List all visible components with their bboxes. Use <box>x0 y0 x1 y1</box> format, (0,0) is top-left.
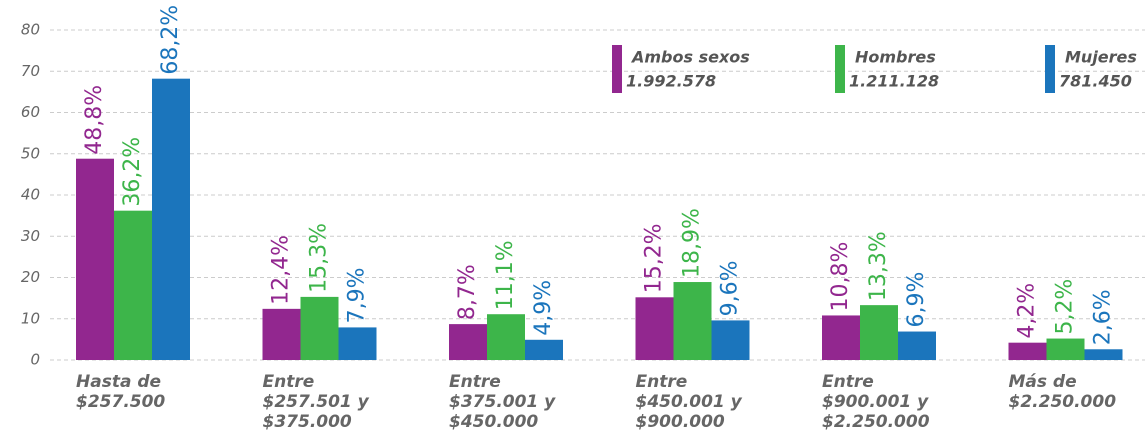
bar <box>898 331 936 360</box>
legend-total: 1.992.578 <box>626 72 716 91</box>
bar <box>338 327 377 360</box>
x-tick-line: $375.001 y <box>449 392 556 412</box>
x-tick-label: Entre $375.001 y $450.000 <box>449 372 556 432</box>
value-label: 13,3% <box>866 231 891 301</box>
bar <box>1008 342 1047 360</box>
y-tick-label: 80 <box>21 21 40 39</box>
value-label: 36,2% <box>120 137 145 207</box>
legend-total: 1.211.128 <box>849 72 939 91</box>
bar <box>673 282 712 360</box>
x-tick-line: Hasta de <box>76 372 161 392</box>
x-tick-label: Entre $900.001 y $2.250.000 <box>822 372 930 432</box>
x-tick-line: $2.250.000 <box>822 412 930 432</box>
value-label: 4,9% <box>531 280 556 336</box>
value-label: 11,1% <box>493 240 518 310</box>
bar <box>822 315 860 360</box>
x-tick-label: Hasta de $257.500 <box>76 372 165 412</box>
y-tick-label: 70 <box>21 62 40 80</box>
x-tick-line: Entre <box>263 372 315 392</box>
value-label: 9,6% <box>718 260 743 316</box>
value-label: 8,7% <box>455 264 480 320</box>
bar <box>635 297 674 360</box>
x-tick-line: $450.001 y <box>636 392 743 412</box>
y-tick-label: 50 <box>21 144 40 162</box>
bar <box>152 78 190 361</box>
x-tick-line: $257.500 <box>76 392 165 412</box>
x-tick-line: Entre <box>822 372 874 392</box>
y-tick-label: 40 <box>21 186 40 204</box>
bar <box>525 339 563 360</box>
x-tick-line: $375.000 <box>263 412 352 432</box>
y-tick-label: 20 <box>21 268 40 286</box>
value-label: 15,3% <box>307 223 332 293</box>
value-label: 48,8% <box>82 85 107 155</box>
x-tick-line: $450.000 <box>449 412 538 432</box>
value-label: 6,9% <box>904 272 929 328</box>
value-label: 12,4% <box>269 235 294 305</box>
x-tick-label: Más de $2.250.000 <box>1009 372 1117 412</box>
bar <box>114 210 152 360</box>
legend-total: 781.450 <box>1059 72 1132 91</box>
legend-swatch <box>612 45 622 93</box>
legend-label: Ambos sexos <box>630 48 750 67</box>
y-tick-label: 60 <box>21 103 40 121</box>
y-tick-label: 10 <box>21 309 40 327</box>
bar <box>449 324 487 360</box>
x-tick-line: $257.501 y <box>263 392 370 412</box>
x-tick-line: $2.250.000 <box>1009 392 1117 412</box>
value-label: 2,6% <box>1091 289 1116 345</box>
value-label: 68,2% <box>158 5 183 75</box>
x-tick-label: Entre $450.001 y $900.000 <box>636 372 743 432</box>
value-label: 10,8% <box>828 242 853 312</box>
value-label: 4,2% <box>1015 283 1040 339</box>
x-tick-line: Entre <box>449 372 501 392</box>
x-tick-line: Más de <box>1009 372 1077 392</box>
legend-swatch <box>835 45 845 93</box>
bar <box>711 320 750 360</box>
bar <box>76 158 114 360</box>
value-label: 18,9% <box>680 208 705 278</box>
x-tick-line: Entre <box>636 372 688 392</box>
x-tick-line: $900.001 y <box>822 392 929 412</box>
bar <box>300 296 339 360</box>
bar <box>262 308 301 360</box>
legend-label: Mujeres <box>1065 48 1137 67</box>
legend-swatch <box>1045 45 1055 93</box>
value-label: 15,2% <box>642 223 667 293</box>
bar <box>1046 338 1085 360</box>
value-label: 7,9% <box>345 268 370 324</box>
bar <box>860 305 898 360</box>
bar <box>487 314 525 360</box>
bar <box>1084 349 1123 360</box>
value-label: 5,2% <box>1053 279 1078 335</box>
y-tick-label: 30 <box>21 227 40 245</box>
y-tick-label: 0 <box>30 351 40 369</box>
x-tick-line: $900.000 <box>636 412 725 432</box>
legend-label: Hombres <box>855 48 936 67</box>
x-tick-label: Entre $257.501 y $375.000 <box>263 372 370 432</box>
